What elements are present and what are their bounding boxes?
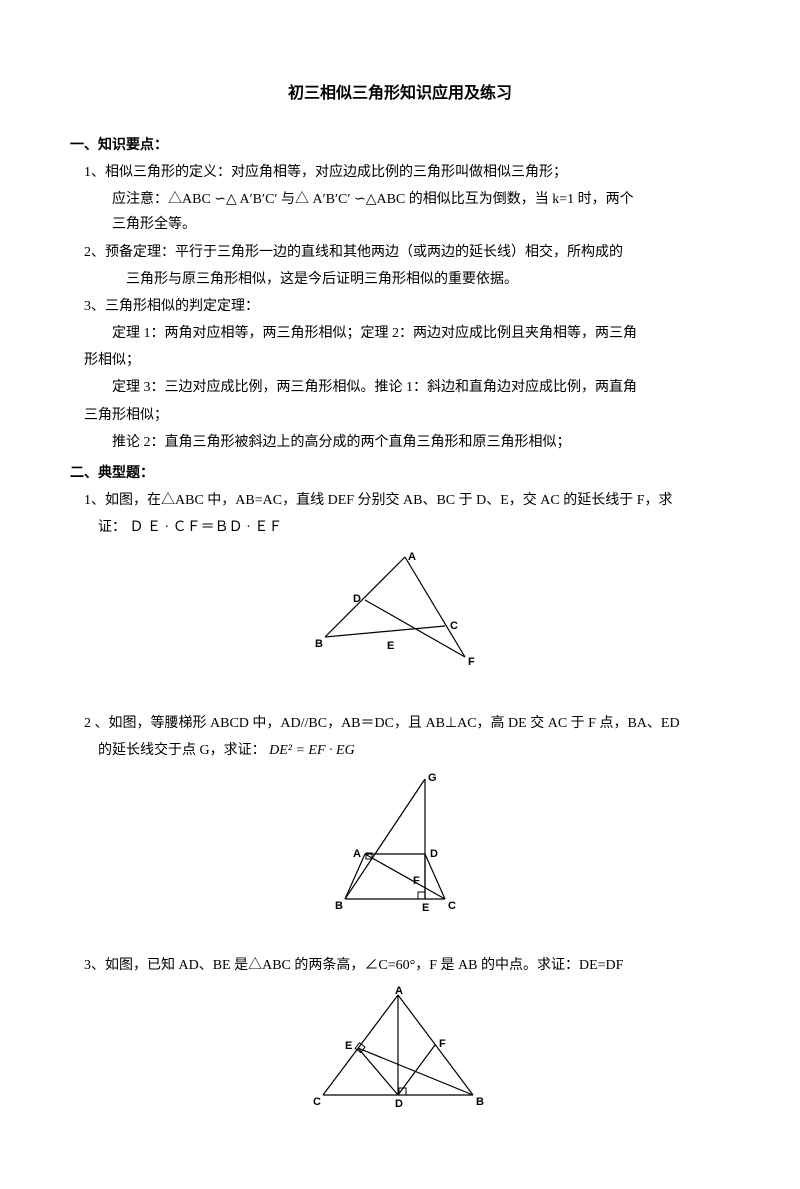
svg-text:F: F	[468, 656, 475, 668]
q1-line2: 证： Ｄ Ｅ · ＣＦ＝ＢＤ · ＥＦ	[70, 515, 730, 540]
figure-1: A B C D E F	[70, 547, 730, 681]
svg-text:G: G	[428, 772, 437, 784]
svg-text:A: A	[353, 848, 361, 860]
svg-text:B: B	[315, 638, 323, 650]
q1-line1: 1、如图，在△ABC 中，AB=AC，直线 DEF 分别交 AB、BC 于 D、…	[70, 488, 730, 513]
q3-line1: 3、如图，已知 AD、BE 是△ABC 的两条高，∠C=60°，F 是 AB 的…	[70, 953, 730, 978]
s1-p1b: 三角形全等。	[70, 212, 730, 237]
page-title: 初三相似三角形知识应用及练习	[70, 80, 730, 109]
svg-text:B: B	[476, 1096, 484, 1108]
s1-p1a: 应注意：△ABC ∽△ A′B′C′ 与△ A′B′C′ ∽△ABC 的相似比互…	[70, 187, 730, 212]
svg-text:F: F	[413, 875, 420, 887]
svg-text:C: C	[448, 900, 456, 912]
s1-p3e: 推论 2：直角三角形被斜边上的高分成的两个直角三角形和原三角形相似；	[70, 430, 730, 455]
svg-text:E: E	[422, 902, 429, 914]
figure-2: A B C D E F G	[70, 769, 730, 923]
section1-head: 一、知识要点：	[70, 133, 730, 158]
s1-p3a: 定理 1：两角对应相等，两三角形相似；定理 2：两边对应成比例且夹角相等，两三角	[70, 321, 730, 346]
s1-p3b: 形相似；	[70, 348, 730, 373]
svg-text:B: B	[335, 900, 343, 912]
s1-p3c: 定理 3：三边对应成比例，两三角形相似。推论 1：斜边和直角边对应成比例，两直角	[70, 375, 730, 400]
svg-text:D: D	[353, 593, 361, 605]
svg-text:D: D	[430, 848, 438, 860]
svg-text:F: F	[439, 1038, 446, 1050]
s1-p2: 2、预备定理：平行于三角形一边的直线和其他两边（或两边的延长线）相交，所构成的	[70, 240, 730, 265]
svg-text:A: A	[395, 985, 403, 997]
svg-text:E: E	[387, 640, 394, 652]
q2-math: DE² = EF · EG	[269, 743, 355, 758]
q2-line2: 的延长线交于点 G，求证： DE² = EF · EG	[70, 738, 730, 763]
svg-text:A: A	[408, 551, 416, 563]
s1-p3d: 三角形相似；	[70, 403, 730, 428]
svg-text:C: C	[450, 620, 458, 632]
section2-head: 二、典型题：	[70, 461, 730, 486]
svg-text:E: E	[345, 1040, 352, 1052]
figure-3: A B C D E F	[70, 985, 730, 1119]
s1-p2a: 三角形与原三角形相似，这是今后证明三角形相似的重要依据。	[70, 267, 730, 292]
svg-text:C: C	[313, 1096, 321, 1108]
s1-p3: 3、三角形相似的判定定理：	[70, 294, 730, 319]
q2-line1: 2 、如图，等腰梯形 ABCD 中，AD//BC，AB＝DC，且 AB⊥AC，高…	[70, 711, 730, 736]
svg-text:D: D	[395, 1098, 403, 1110]
q2-pre: 的延长线交于点 G，求证：	[98, 743, 266, 758]
s1-p1: 1、相似三角形的定义：对应角相等，对应边成比例的三角形叫做相似三角形；	[70, 160, 730, 185]
